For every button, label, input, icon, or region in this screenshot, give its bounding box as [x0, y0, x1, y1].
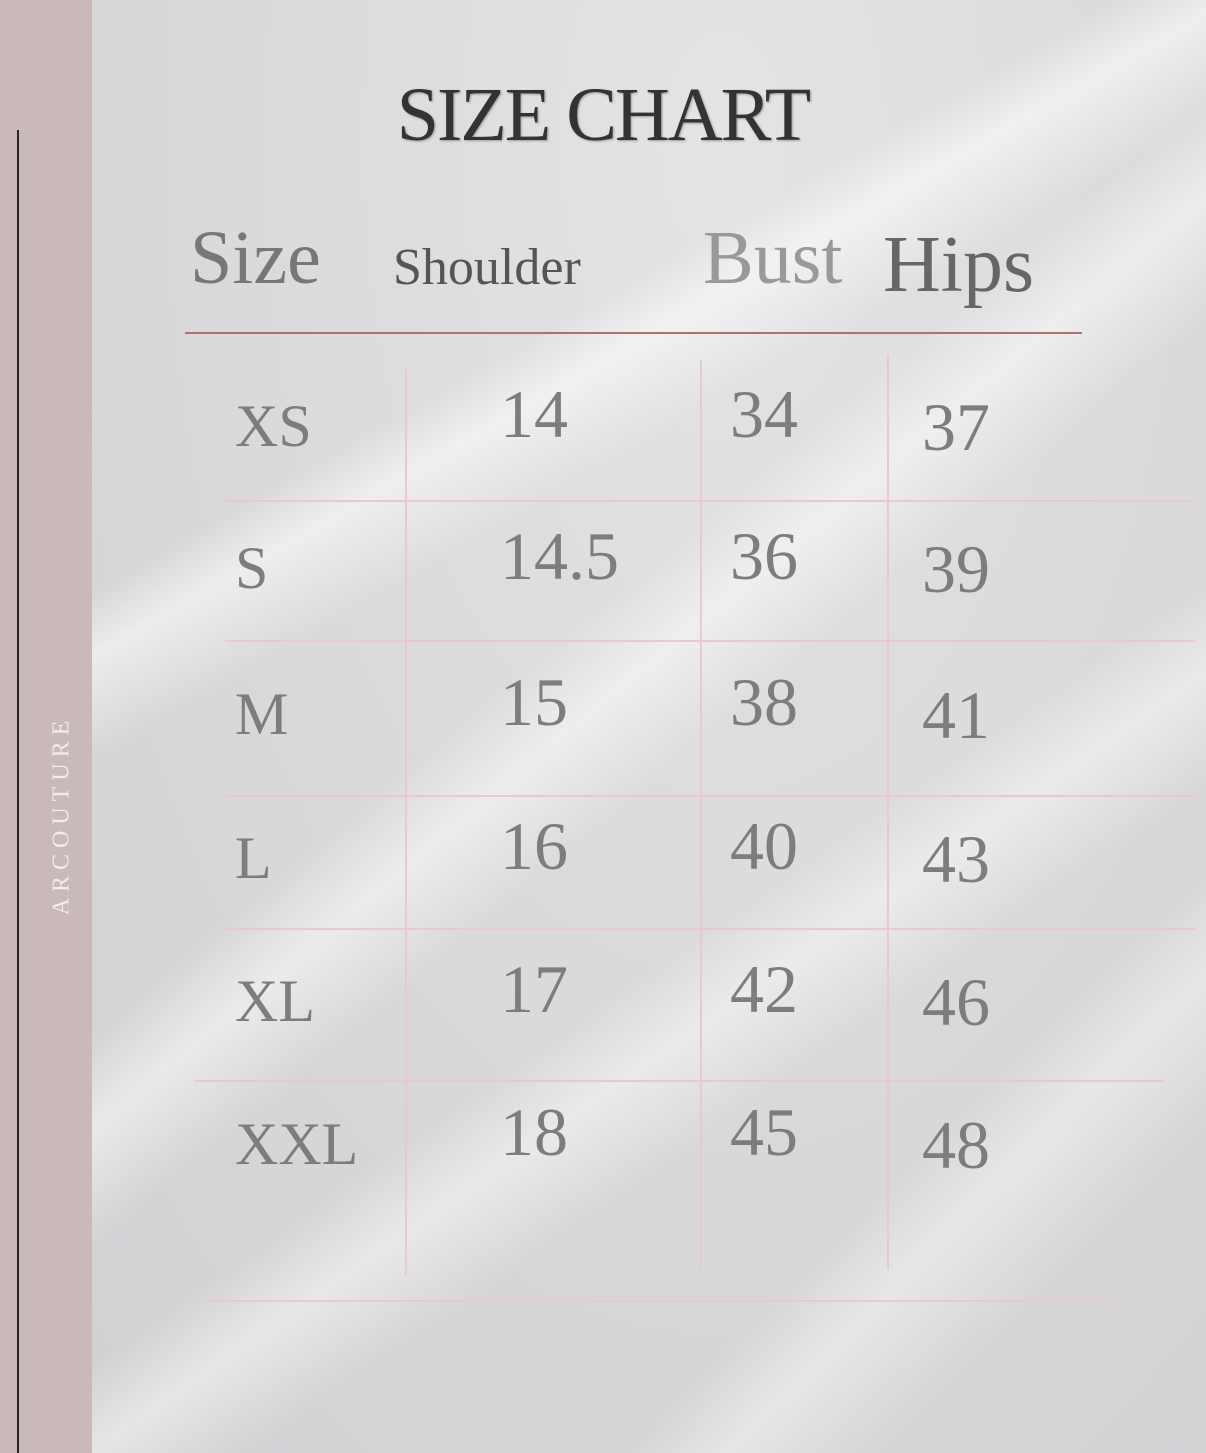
cell-hips: 41	[922, 677, 990, 753]
cell-hips: 39	[922, 531, 990, 607]
header-size: Size	[190, 216, 321, 300]
cell-size: XL	[235, 968, 315, 1034]
row-divider	[225, 500, 1195, 502]
cell-shoulder: 14	[500, 376, 568, 452]
side-strip	[0, 0, 92, 1453]
cell-hips: 48	[922, 1107, 990, 1183]
row-divider	[225, 640, 1195, 642]
cell-bust: 40	[730, 808, 798, 884]
header-bust: Bust	[703, 216, 843, 300]
cell-shoulder: 17	[500, 951, 568, 1027]
cell-size: L	[235, 825, 272, 891]
cell-size: XXL	[235, 1111, 359, 1177]
column-divider	[405, 370, 407, 1275]
cell-shoulder: 14.5	[500, 518, 619, 594]
page-title: SIZE CHART	[396, 73, 811, 157]
column-divider	[887, 355, 889, 1270]
header-shoulder: Shoulder	[393, 239, 581, 296]
cell-shoulder: 16	[500, 808, 568, 884]
row-divider	[205, 1300, 1115, 1302]
brand-logo: ARCOUTURE	[48, 714, 75, 916]
cell-hips: 37	[922, 389, 990, 465]
cell-hips: 46	[922, 964, 990, 1040]
cell-bust: 42	[730, 951, 798, 1027]
cell-bust: 45	[730, 1094, 798, 1170]
cell-size: XS	[235, 393, 312, 459]
row-divider	[195, 1080, 1165, 1082]
cell-size: S	[235, 535, 269, 601]
header-rule	[185, 332, 1082, 334]
column-divider	[700, 360, 702, 1270]
cell-hips: 43	[922, 821, 990, 897]
cell-bust: 34	[730, 376, 798, 452]
row-divider	[225, 795, 1195, 797]
cell-shoulder: 18	[500, 1094, 568, 1170]
divider-line	[17, 130, 19, 1453]
cell-bust: 38	[730, 664, 798, 740]
row-divider	[225, 928, 1195, 930]
cell-bust: 36	[730, 518, 798, 594]
cell-size: M	[235, 681, 289, 747]
header-hips: Hips	[883, 221, 1035, 309]
cell-shoulder: 15	[500, 664, 568, 740]
